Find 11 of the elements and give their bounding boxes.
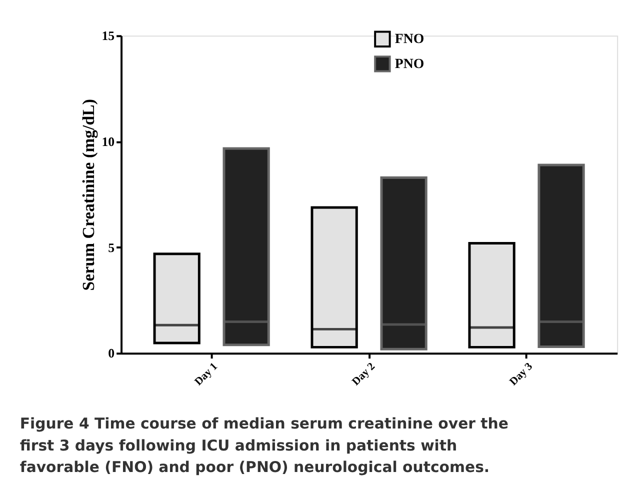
y-tick-label: 0 <box>108 346 115 361</box>
x-tick-label: Day 3 <box>507 360 536 388</box>
legend-label: PNO <box>394 56 424 72</box>
caption: Figure 4 Time course of median serum creatinine over the first 3 days following ICU admission in patients with favorable (FNO) and poor (PNO) neurological outcomes. <box>20 414 508 476</box>
x-tick-label: Day 2 <box>350 360 378 388</box>
y-tick-label: 15 <box>102 29 115 44</box>
x-tick-label: Day 1 <box>192 360 220 388</box>
y-tick-label: 5 <box>108 240 115 255</box>
legend-label: FNO <box>394 32 424 48</box>
y-axis-title: Serum Creatinine (mg/dL) <box>78 99 98 291</box>
y-tick-label: 10 <box>102 134 115 149</box>
